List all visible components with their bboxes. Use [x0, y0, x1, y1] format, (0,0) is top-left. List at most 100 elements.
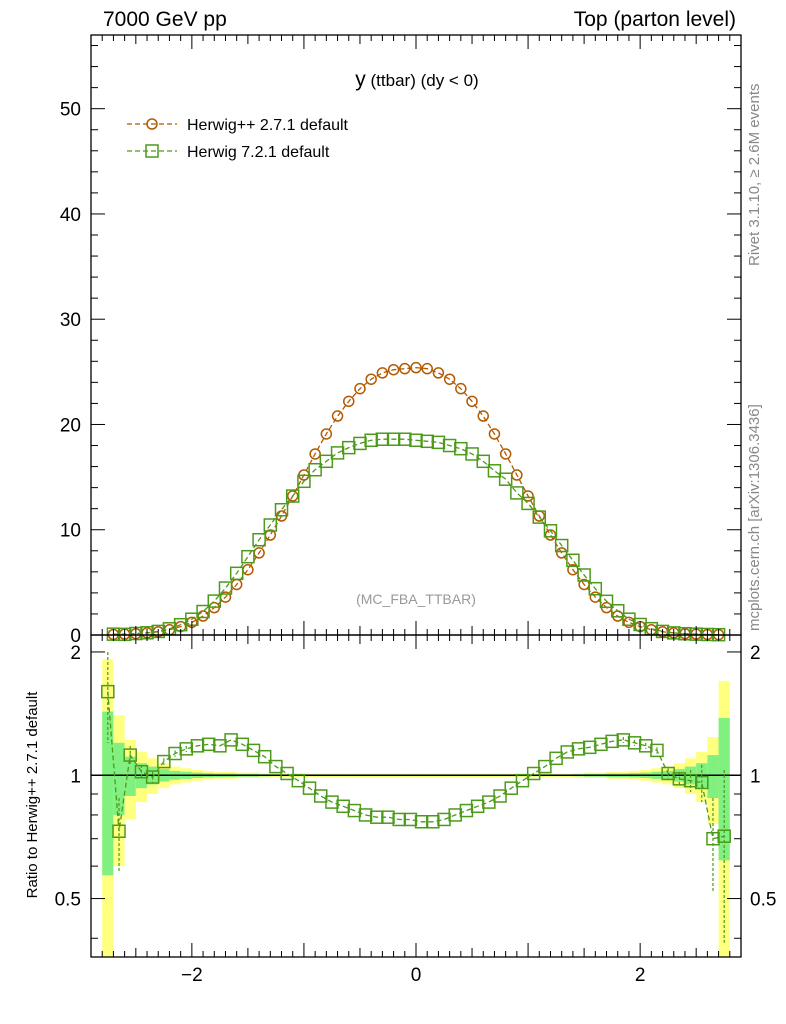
data-point: [599, 594, 614, 609]
data-point: [543, 524, 558, 538]
data-point: [343, 395, 355, 408]
data-point: [354, 382, 366, 395]
data-point: [196, 604, 210, 619]
watermark: (MC_FBA_TTBAR): [356, 591, 476, 607]
ratio-band-green: [707, 755, 719, 798]
ratio-point: [526, 766, 541, 781]
legend-label: Herwig 7.2.1 default: [187, 144, 330, 161]
ratio-tick-label: 1: [750, 766, 761, 787]
data-point: [286, 490, 299, 502]
data-point: [465, 447, 479, 461]
mcplots-label: mcplots.cern.ch [arXiv:1306.3436]: [746, 404, 763, 631]
ratio-band-green: [718, 717, 730, 861]
data-point: [588, 581, 603, 596]
data-point: [308, 462, 322, 477]
x-tick-label: 0: [411, 965, 422, 986]
ratio-point: [695, 775, 709, 790]
data-point: [410, 361, 422, 374]
ratio-band-green: [113, 742, 125, 815]
data-point: [242, 563, 254, 576]
ratio-point: [638, 739, 653, 753]
ratio-point: [123, 748, 137, 762]
ratio-point: [627, 736, 642, 750]
y-tick-label: 30: [60, 310, 81, 331]
ratio-point: [504, 781, 519, 795]
ratio-point: [347, 803, 362, 818]
ratio-band-green: [124, 756, 136, 796]
data-point: [420, 434, 434, 449]
data-point: [577, 568, 591, 582]
data-point: [331, 410, 344, 422]
y-tick-label: 50: [60, 100, 81, 121]
rivet-label: Rivet 3.1.10, ≥ 2.6M events: [746, 83, 763, 267]
ratio-tick-label: 0.5: [55, 890, 81, 911]
data-point: [498, 472, 513, 486]
data-point: [241, 549, 255, 564]
ratio-point: [358, 808, 373, 822]
data-point: [477, 410, 489, 422]
chart-title: y (ttbar) (dy < 0): [355, 68, 478, 91]
data-point: [274, 502, 289, 517]
ratio-point: [459, 803, 474, 818]
ratio-point: [313, 789, 328, 803]
ratio-point: [515, 773, 530, 788]
ratio-point: [470, 799, 485, 814]
data-point: [297, 474, 311, 489]
data-point: [554, 538, 569, 553]
y-tick-label: 10: [60, 521, 81, 542]
ratio-point: [179, 742, 194, 756]
ratio-point: [437, 812, 451, 827]
ratio-point: [493, 789, 507, 803]
data-point: [432, 367, 445, 379]
data-point: [386, 432, 401, 446]
ratio-point: [706, 831, 720, 846]
ratio-point: [403, 812, 418, 827]
ratio-point: [325, 795, 339, 809]
ratio-point: [280, 766, 294, 781]
data-point: [364, 433, 378, 448]
ratio-point: [392, 812, 406, 827]
ratio-point: [560, 745, 575, 759]
process-label: Top (parton level): [573, 8, 736, 31]
ratio-point: [302, 781, 317, 795]
ratio-point: [145, 770, 160, 784]
ratio-tick-label: 0.5: [750, 890, 776, 911]
ratio-point: [605, 734, 619, 749]
ratio-point: [370, 810, 384, 824]
data-point: [387, 363, 400, 376]
data-point: [263, 518, 278, 532]
ratio-point: [190, 739, 205, 753]
ratio-point: [201, 737, 216, 752]
data-point: [455, 382, 467, 395]
ratio-frame: [90, 634, 742, 958]
data-point: [252, 532, 266, 547]
data-point: [398, 432, 412, 446]
legend-label: Herwig++ 2.7.1 default: [187, 117, 349, 134]
data-point: [442, 438, 457, 453]
data-point: [466, 395, 478, 408]
data-point: [229, 566, 244, 581]
data-point: [476, 454, 490, 469]
data-point: [365, 373, 377, 385]
ratio-point: [157, 754, 171, 769]
data-point: [521, 496, 535, 511]
legend-marker: [146, 118, 158, 130]
ratio-point: [381, 810, 395, 824]
legend-marker: [145, 144, 159, 158]
ratio-point: [582, 740, 597, 755]
ratio-point: [538, 759, 552, 774]
energy-label: 7000 GeV pp: [103, 8, 227, 31]
ratio-tick-label: 2: [70, 643, 81, 664]
ratio-point: [672, 772, 687, 786]
ratio-point: [246, 743, 261, 758]
y-tick-label: 40: [60, 205, 81, 226]
y-tick-label: 0: [70, 626, 81, 647]
data-point: [309, 448, 321, 460]
legend: Herwig++ 2.7.1 default Herwig 7.2.1 defau…: [127, 117, 349, 161]
x-tick-label: 2: [635, 965, 646, 986]
ratio-point: [448, 808, 462, 822]
data-point: [443, 373, 456, 385]
ratio-point: [257, 749, 272, 764]
ratio-point: [269, 759, 283, 774]
ratio-tick-label: 1: [70, 766, 81, 787]
